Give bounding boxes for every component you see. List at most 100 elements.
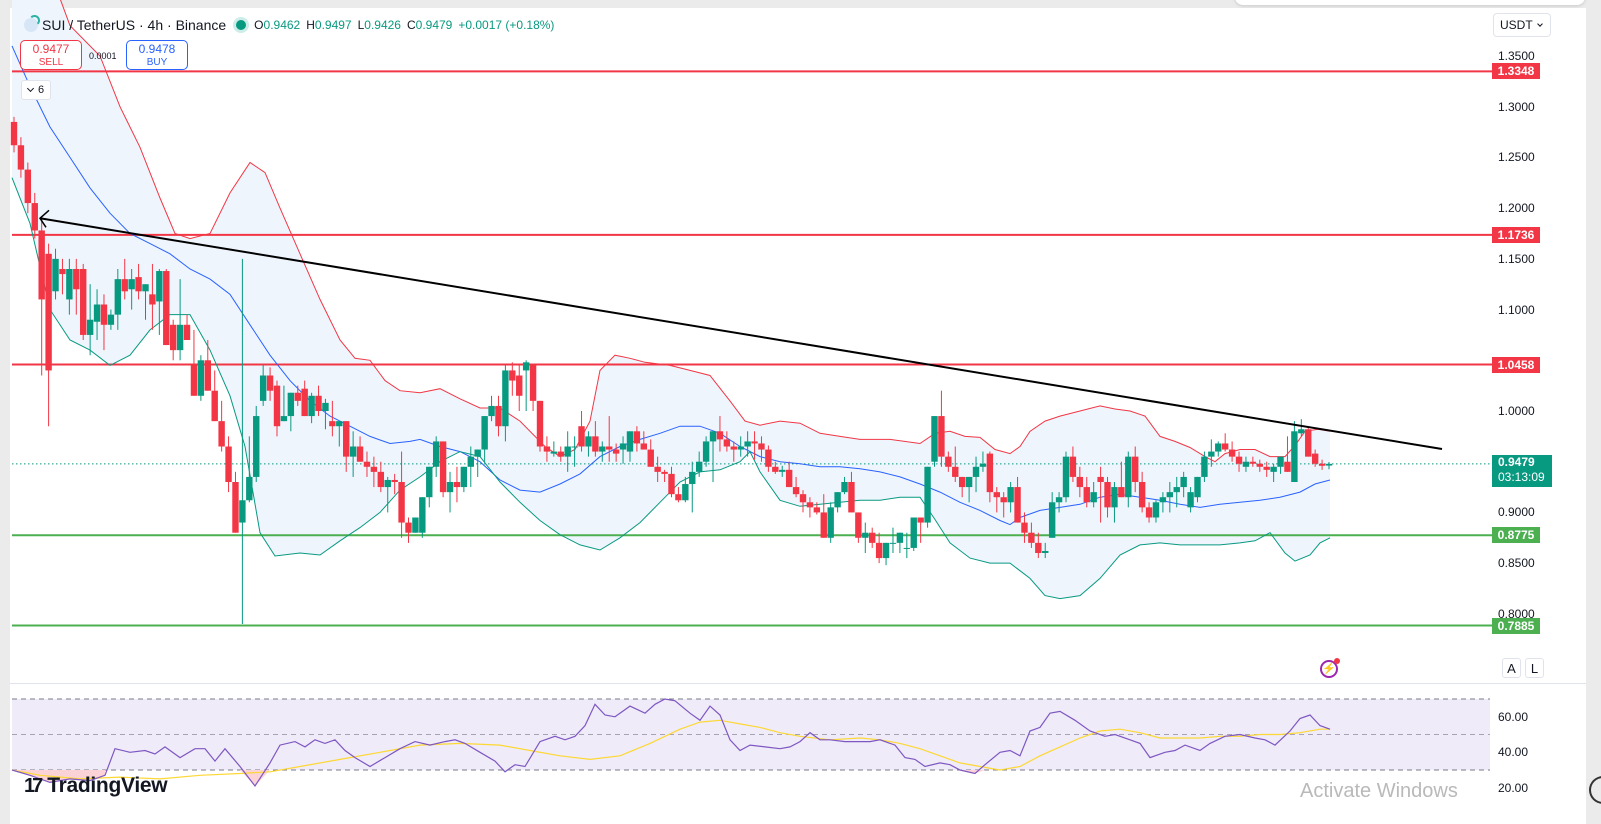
pane-separator[interactable] — [10, 683, 1586, 684]
candle-body — [543, 446, 551, 452]
candle-body — [1194, 476, 1201, 498]
candle-body — [356, 446, 364, 462]
price-axis-tick: 1.1000 — [1498, 302, 1535, 317]
candle-body — [848, 482, 855, 513]
candle-body — [993, 492, 1000, 498]
candle-body — [52, 258, 59, 292]
candle-body — [481, 416, 488, 450]
sell-button[interactable]: 0.9477 SELL — [20, 40, 82, 70]
candle-body — [564, 446, 571, 457]
rsi-ma-line — [11, 719, 1330, 780]
candle-body — [1270, 466, 1277, 472]
candle-body — [737, 446, 744, 450]
candle-body — [1000, 497, 1007, 503]
symbol-title[interactable]: SUI / TetherUS · 4h · Binance — [42, 17, 227, 33]
price-axis-tick: 1.2000 — [1498, 201, 1535, 216]
candle-body — [31, 203, 38, 231]
tradingview-logo[interactable]: 17 TradingView — [24, 774, 168, 798]
log-scale-button[interactable]: L — [1525, 658, 1544, 678]
candle-body — [1042, 550, 1049, 554]
candle-body — [80, 268, 87, 335]
candle-body — [1180, 476, 1187, 488]
candle-body — [813, 507, 821, 513]
candle-body — [1132, 456, 1139, 483]
candle-body — [1215, 443, 1222, 452]
candle-body — [301, 388, 308, 417]
sell-label: SELL — [38, 57, 64, 68]
lightning-alert-icon[interactable]: ⚡ — [1320, 658, 1340, 678]
indicators-count: 6 — [37, 84, 45, 96]
currency-value: USDT — [1500, 18, 1533, 32]
candle-body — [86, 319, 94, 335]
candle-body — [259, 375, 267, 401]
candle-body — [1166, 492, 1174, 498]
candle-body — [93, 304, 101, 322]
candle-body — [128, 279, 135, 290]
candle-body — [972, 466, 980, 477]
candle-body — [45, 253, 52, 371]
level-price-tag: 1.3348 — [1492, 63, 1540, 80]
candle-body — [315, 395, 322, 411]
candle-body — [862, 532, 869, 538]
candle-body — [1028, 532, 1035, 543]
candle-body — [599, 446, 606, 452]
candle-body — [114, 279, 122, 315]
candle-body — [1311, 453, 1319, 464]
candle-body — [792, 487, 800, 495]
candle-body — [779, 469, 786, 472]
candle-body — [405, 522, 412, 533]
candle-body — [827, 507, 834, 538]
candle-body — [557, 451, 564, 457]
candle-body — [910, 517, 917, 548]
candle-body — [1118, 487, 1125, 498]
candle-body — [820, 512, 827, 538]
candle-body — [1173, 487, 1180, 493]
candle-body — [218, 421, 225, 447]
candle-body — [156, 271, 163, 302]
candle-body — [149, 294, 156, 305]
current-price-tag: 0.9479 03:13:09 — [1492, 455, 1552, 487]
candle-body — [1145, 507, 1153, 518]
window-top-bar — [0, 0, 1601, 8]
candle-body — [10, 121, 18, 146]
indicators-toggle-button[interactable]: 6 — [21, 80, 51, 100]
candle-body — [772, 466, 779, 472]
candle-body — [1062, 456, 1070, 498]
candle-body — [1256, 463, 1263, 467]
candle-body — [1187, 492, 1194, 508]
candle-body — [855, 512, 862, 538]
price-axis-tick: 0.8500 — [1498, 556, 1535, 571]
candle-body — [1249, 461, 1257, 464]
buy-label: BUY — [146, 57, 168, 68]
candle-body — [550, 451, 558, 454]
candle-body — [958, 476, 966, 488]
candle-body — [1069, 456, 1077, 477]
candle-body — [1104, 482, 1111, 508]
current-price: 0.9479 — [1498, 455, 1535, 469]
buy-button[interactable]: 0.9478 BUY — [126, 40, 188, 70]
candle-body — [924, 466, 931, 523]
currency-selector[interactable]: USDT — [1493, 13, 1551, 37]
candle-body — [702, 441, 710, 462]
candle-body — [841, 482, 848, 493]
candle-body — [488, 405, 495, 417]
candle-body — [1208, 451, 1215, 457]
ohlc-open: O0.9462 — [254, 18, 301, 32]
bar-countdown: 03:13:09 — [1498, 470, 1545, 484]
right-panel-edge — [1586, 8, 1601, 824]
candle-body — [806, 502, 814, 508]
candle-body — [1035, 542, 1042, 554]
candle-body — [225, 446, 232, 483]
market-open-status-icon — [236, 20, 247, 30]
tradingview-wordmark: TradingView — [47, 774, 168, 797]
ohlc-high: H0.9497 — [306, 18, 352, 32]
candle-body — [1291, 431, 1298, 483]
auto-scale-button[interactable]: A — [1502, 658, 1521, 678]
candle-body — [460, 466, 468, 488]
candle-body — [363, 461, 371, 467]
trendline-arrow-icon — [39, 209, 50, 228]
candle-body — [502, 370, 509, 427]
candle-body — [1159, 497, 1167, 503]
candle-body — [1021, 522, 1028, 533]
